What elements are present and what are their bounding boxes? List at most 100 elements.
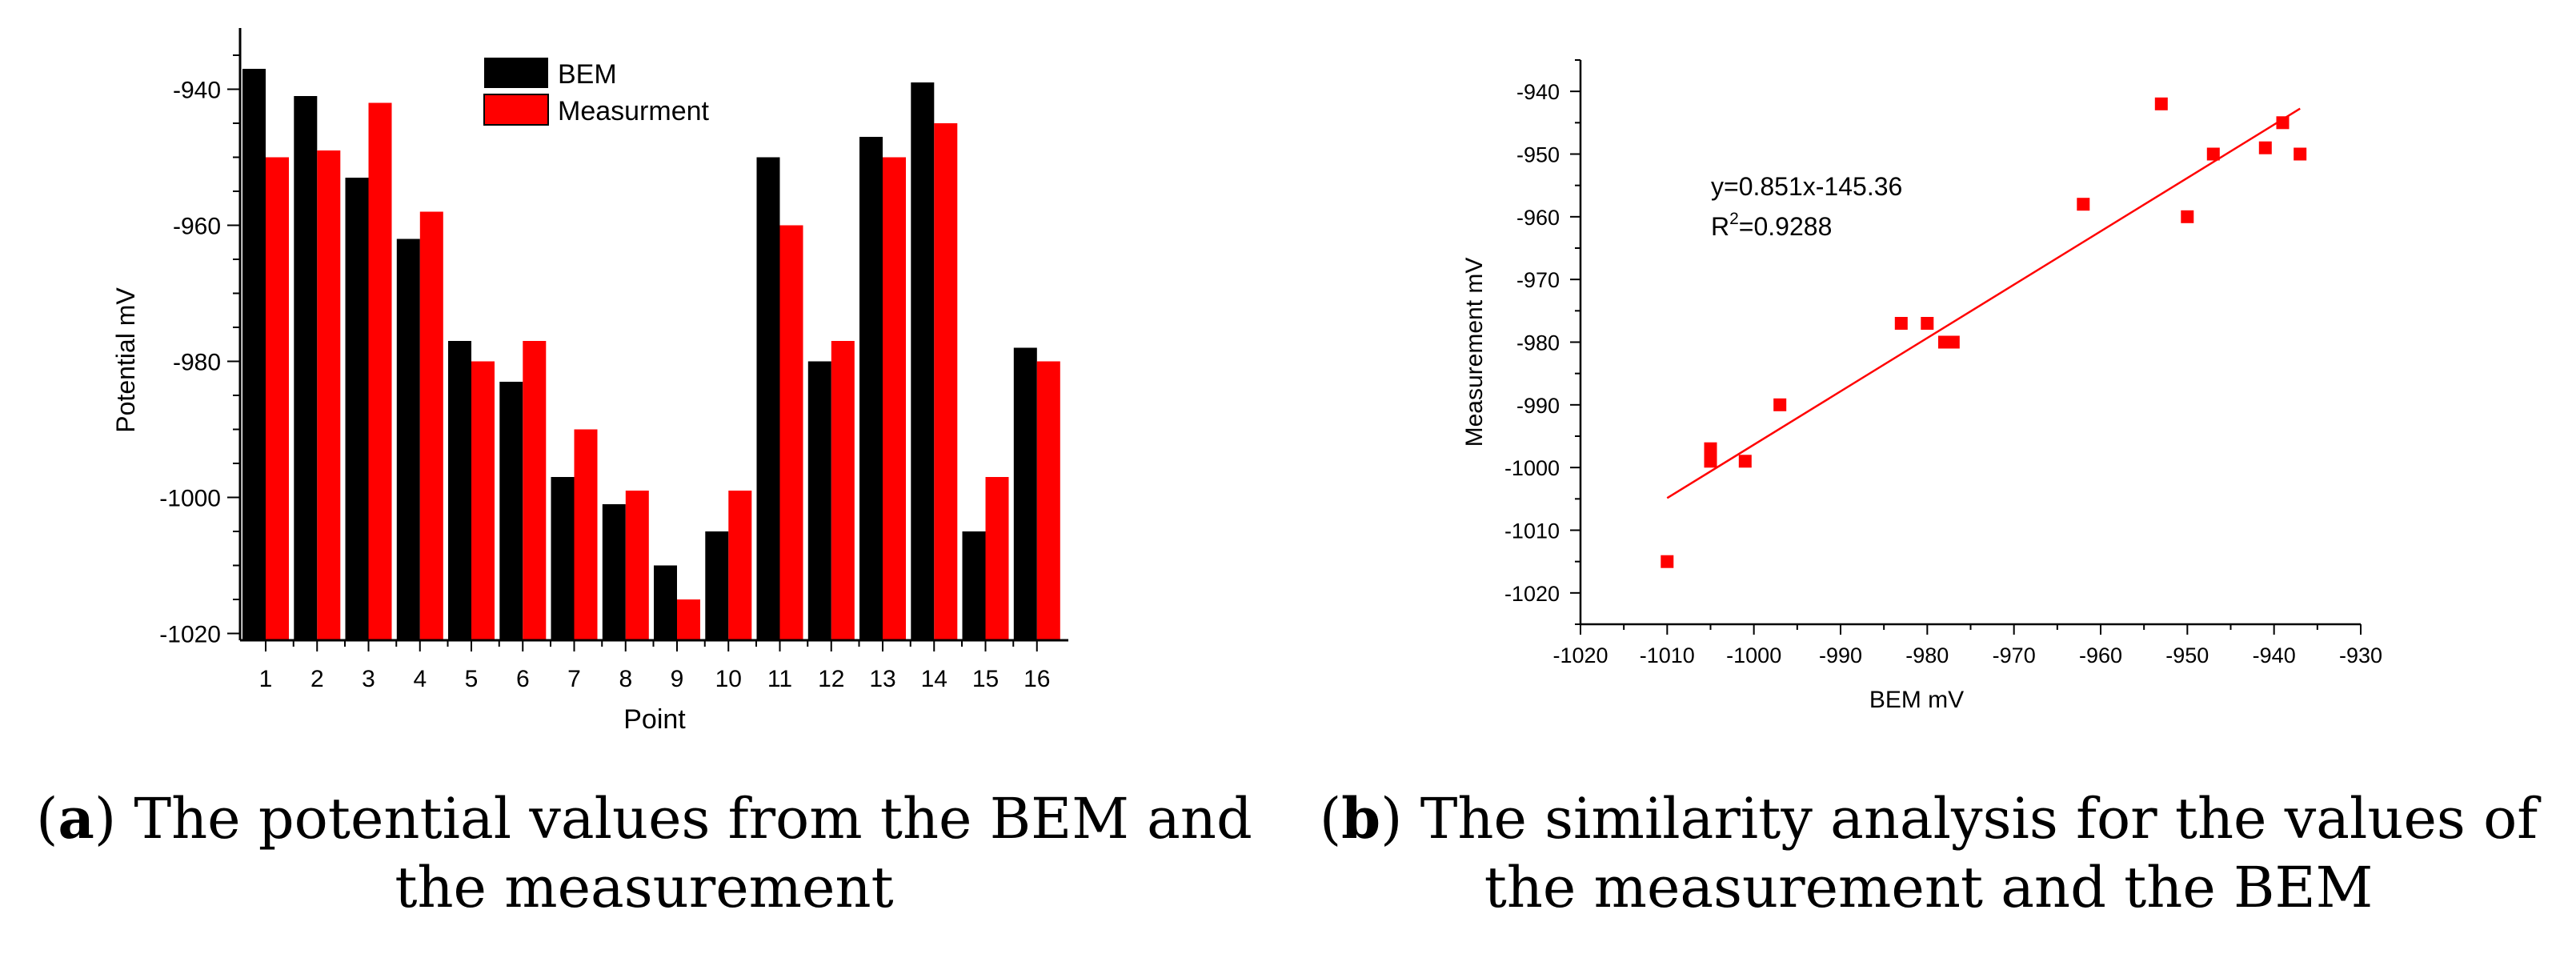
- scatter-point-13: [2181, 210, 2194, 223]
- y-tick-label: -1020: [1504, 582, 1560, 606]
- bar-measurement-8: [625, 491, 649, 640]
- x-tick-label: 11: [767, 666, 792, 692]
- scatter-point-4: [1704, 455, 1717, 468]
- legend: BEM Measurment: [483, 58, 710, 126]
- scatter-chart-axes: [1579, 60, 2361, 626]
- fit-line: [1666, 107, 2301, 499]
- bar-bem-2: [294, 96, 318, 640]
- y-tick-label: -1010: [1504, 519, 1560, 543]
- x-tick-label: 14: [921, 666, 947, 692]
- y-tick-label: -980: [173, 350, 221, 376]
- r-squared-prefix: R: [1711, 212, 1729, 241]
- x-tick-label: -950: [2165, 643, 2209, 667]
- scatter-point-1: [1661, 555, 1674, 568]
- bar-group: [242, 69, 1060, 640]
- bar-measurement-10: [728, 491, 752, 640]
- bar-bem-10: [705, 531, 729, 640]
- x-tick-label: 2: [310, 666, 324, 692]
- scatter-point-6: [1773, 398, 1787, 411]
- bar-bem-6: [499, 382, 523, 640]
- bar-measurement-16: [1036, 361, 1060, 640]
- bar-measurement-6: [523, 341, 547, 640]
- y-tick-label: -940: [1516, 80, 1560, 104]
- y-tick-label: -960: [1516, 206, 1560, 230]
- legend-swatch-measurement: [483, 94, 549, 126]
- y-tick-label: -970: [1516, 268, 1560, 292]
- fit-equation: y=0.851x-145.36: [1711, 172, 1902, 201]
- caption-b-text: The similarity analysis for the values o…: [1420, 786, 2538, 920]
- x-tick-label: 13: [869, 666, 895, 692]
- r-squared-value: =0.9288: [1739, 212, 1833, 241]
- bar-chart: 1 2 3 4 5 6 7 8 9 10 11 12 13 14 15 16-940-960-980-1000…: [111, 28, 1068, 735]
- bar-measurement-11: [779, 225, 803, 640]
- x-tick-label: 1: [259, 666, 273, 692]
- bar-measurement-5: [471, 361, 495, 640]
- x-tick-label: -940: [2253, 643, 2296, 667]
- y-tick-label: -940: [173, 78, 221, 104]
- bar-bem-9: [654, 565, 677, 640]
- scatter-point-8: [1921, 317, 1934, 330]
- scatter-point-16: [2276, 116, 2290, 130]
- bar-measurement-9: [677, 599, 700, 640]
- x-tick-label: -930: [2339, 643, 2382, 667]
- scatter-chart: -1020 -1010 -1000 -990 -980 -970 -960 -950 -940 -…: [1461, 59, 2382, 713]
- x-tick-label: 6: [516, 666, 530, 692]
- bar-bem-4: [396, 238, 420, 640]
- legend-label-bem: BEM: [558, 59, 617, 90]
- y-tick-label: -1020: [159, 622, 221, 648]
- y-axis-label: Measurement mV: [1461, 258, 1488, 447]
- bar-chart-ticks: 1 2 3 4 5 6 7 8 9 10 11 12 13 14 15 16-940-960-980-1000…: [159, 54, 1050, 692]
- bar-bem-14: [911, 82, 935, 640]
- y-axis-label: Potential mV: [111, 287, 140, 433]
- x-tick-label: 16: [1024, 666, 1050, 692]
- scatter-chart-ticks: -1020 -1010 -1000 -990 -980 -970 -960 -950 -940 -…: [1504, 59, 2382, 667]
- x-tick-label: 15: [972, 666, 999, 692]
- bar-bem-11: [756, 157, 780, 640]
- scatter-points: [1661, 97, 2307, 568]
- x-axis-label: BEM mV: [1869, 687, 1964, 713]
- x-tick-label: 9: [671, 666, 684, 692]
- bar-measurement-13: [883, 157, 906, 640]
- bar-bem-5: [448, 341, 471, 640]
- bar-bem-8: [602, 504, 626, 640]
- bar-bem-13: [859, 137, 883, 640]
- x-tick-label: -960: [2079, 643, 2122, 667]
- bar-measurement-1: [266, 157, 289, 640]
- bar-measurement-4: [419, 211, 443, 640]
- scatter-point-12: [2154, 97, 2168, 110]
- x-tick-label: -1000: [1726, 643, 1781, 667]
- x-tick-label: 8: [619, 666, 632, 692]
- caption-b: (b) The similarity analysis for the valu…: [1319, 785, 2538, 920]
- scatter-point-15: [2258, 141, 2272, 154]
- fit-line-group: [1666, 107, 2301, 499]
- bar-measurement-3: [368, 102, 392, 640]
- bar-bem-12: [807, 361, 831, 640]
- y-tick-label: -1000: [159, 486, 221, 512]
- x-tick-label: -980: [1905, 643, 1949, 667]
- bar-bem-16: [1013, 347, 1037, 640]
- scatter-point-10: [1946, 335, 1960, 349]
- y-tick-label: -960: [173, 214, 221, 240]
- r-squared-superscript: 2: [1729, 210, 1739, 228]
- legend-swatch-bem: [484, 58, 548, 88]
- x-tick-label: 4: [413, 666, 427, 692]
- caption-a-letter: a: [58, 785, 94, 852]
- caption-b-letter: b: [1341, 785, 1381, 852]
- bar-measurement-7: [574, 429, 598, 640]
- scatter-point-17: [2294, 147, 2307, 161]
- y-tick-label: -980: [1516, 331, 1560, 355]
- legend-label-measurement: Measurment: [558, 96, 710, 126]
- x-tick-label: -1020: [1552, 643, 1608, 667]
- bar-bem-7: [551, 477, 575, 640]
- x-tick-label: 5: [465, 666, 479, 692]
- x-tick-label: -990: [1819, 643, 1862, 667]
- bar-measurement-2: [317, 150, 341, 640]
- x-tick-label: 7: [567, 666, 581, 692]
- x-tick-label: -1010: [1640, 643, 1695, 667]
- bar-measurement-14: [934, 123, 958, 640]
- y-tick-label: -990: [1516, 394, 1560, 418]
- scatter-point-7: [1894, 317, 1908, 330]
- bar-bem-1: [242, 69, 266, 640]
- x-tick-label: -970: [1993, 643, 2036, 667]
- y-tick-label: -1000: [1504, 456, 1560, 480]
